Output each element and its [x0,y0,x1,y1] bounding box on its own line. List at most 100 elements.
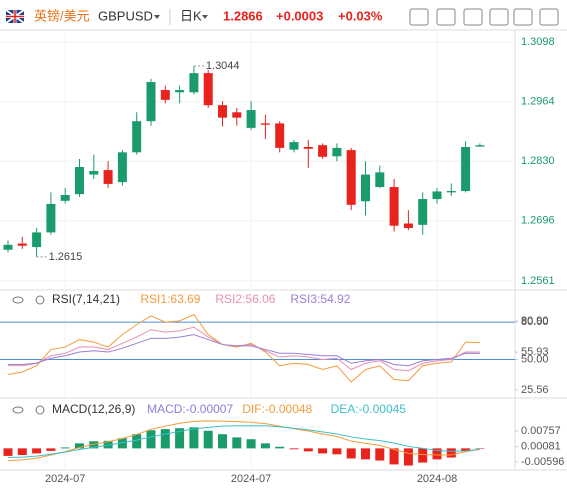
y-tick-label: 1.2830 [521,155,555,167]
candle-body [218,105,227,118]
macd-bar [189,427,199,449]
dropdown-arrow[interactable] [154,15,160,19]
macd-bar [361,448,370,460]
candle-body [189,73,199,93]
candle-body [375,172,385,188]
candle-body [332,147,342,157]
macd-bar [146,430,156,449]
macd-bar [446,448,456,458]
legend-entry: RSI1:63.69 [140,292,200,306]
macd-bar [303,448,313,452]
macd-bar [289,448,299,450]
macd-bar [218,434,227,449]
rsi-line [8,334,480,367]
candle-body [303,146,313,149]
y-tick-label: 1.3098 [521,36,555,48]
candle-body [32,232,42,248]
dropdown-arrow[interactable] [202,15,208,19]
x-tick-label: 2024-07 [231,473,271,485]
tool-button[interactable] [513,8,533,26]
y-tick-label: 0.00757 [521,425,561,437]
macd-icons [12,405,45,415]
legend-entry: MACD:-0.00007 [147,402,233,416]
macd-bar [389,448,399,465]
candle-body [75,167,84,195]
candle-body [403,223,413,228]
last-price: 1.2866 [223,8,263,23]
macd-bar [275,446,285,449]
legend-entry: DEA:-0.00045 [331,402,407,416]
flag-icon [5,9,25,24]
candle-body [246,110,256,128]
candle-body [146,82,156,122]
candle-body [132,121,142,153]
candle-body [60,195,70,201]
candle-body [103,170,113,184]
macd-bar [117,438,127,449]
legend-entry: RSI2:56.06 [215,292,275,306]
macd-bar [318,448,328,454]
annotation: 1.2615 [49,251,83,263]
macd-bar [260,443,270,449]
candle-body [461,146,471,192]
candle-body [446,191,456,193]
tool-button[interactable] [489,8,509,26]
candle-body [160,90,170,100]
x-tick-label: 2024-08 [417,473,457,485]
candle-body [232,112,242,118]
macd-bar [32,448,42,454]
macd-bar [432,448,442,460]
macd-bar [103,440,113,449]
candle-body [475,145,485,147]
macd-bar [203,430,213,449]
y-tick-label: 80.00 [521,316,549,328]
macd-bar [60,447,70,449]
macd-bar [232,437,242,449]
candle-body [3,244,13,250]
macd-bar [175,428,185,449]
candle-body [89,171,99,175]
tool-button[interactable] [436,8,456,26]
macd-bar [403,448,413,466]
macd-bar [132,434,142,449]
symbol[interactable]: GBPUSD [98,8,153,23]
y-tick-label: 0.00081 [521,440,561,452]
tool-button[interactable] [409,8,429,26]
pair-name: 英镑/美元 [34,8,90,23]
macd-bar [46,448,56,451]
candle-body [346,150,356,205]
candle-body [275,123,285,148]
toolbar [409,8,559,26]
indicator-title: MACD(12,26,9) [52,402,135,416]
macd-bar [346,448,356,459]
legend-entry: RSI3:54.92 [290,292,350,306]
macd-bar [332,448,342,455]
macd-bar [160,429,170,449]
candle-body [17,243,27,246]
macd-bar [475,448,485,449]
macd-bar [246,439,256,449]
macd-bar [3,448,13,456]
candle-body [117,152,127,183]
tool-button[interactable] [539,8,559,26]
indicator-title: RSI(7,14,21) [52,292,120,306]
y-tick-label: 55.93 [521,346,549,358]
legend-entry: DIF:-0.00048 [242,402,312,416]
candle-body [203,73,213,106]
y-tick-label: 1.2964 [521,96,555,108]
annotation: 1.3044 [206,60,240,72]
rsi-line [8,326,480,372]
candle-body [175,90,185,93]
rsi-icons [12,295,45,305]
y-tick-label: 50.00 [521,353,549,365]
macd-bar [418,448,428,463]
candle-body [389,187,399,226]
candle-body [260,123,270,125]
period[interactable]: 日K [180,8,202,23]
candle-body [289,142,299,150]
candle-body [318,145,328,157]
macd-bar [375,448,385,461]
tool-button[interactable] [463,8,483,26]
